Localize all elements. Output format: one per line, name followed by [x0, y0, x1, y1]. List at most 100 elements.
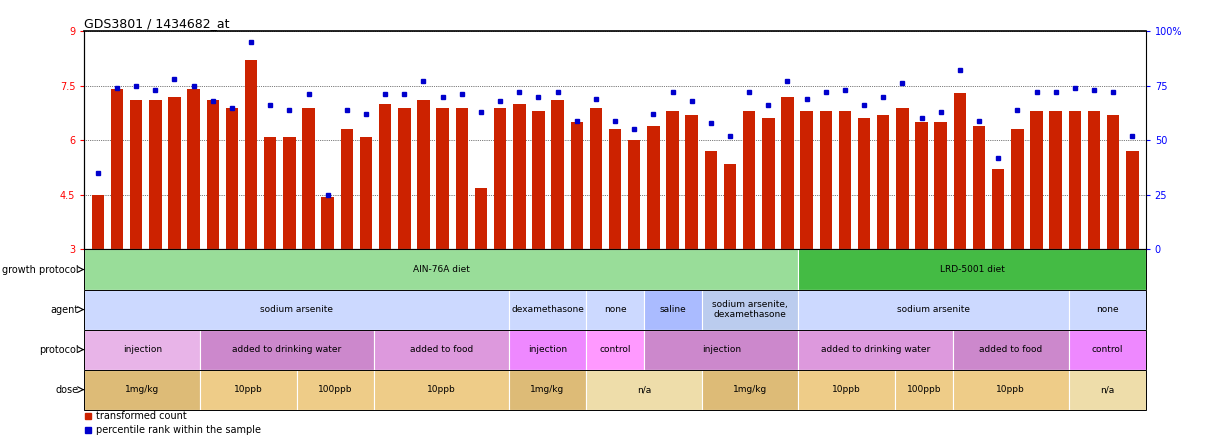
Bar — [798, 250, 1146, 289]
Text: 10ppb: 10ppb — [996, 385, 1025, 394]
Bar — [513, 104, 526, 250]
Bar — [953, 329, 1069, 369]
Bar — [283, 137, 295, 250]
Text: added to food: added to food — [410, 345, 473, 354]
Text: sodium arsenite: sodium arsenite — [260, 305, 333, 314]
Bar — [798, 289, 1069, 329]
Bar — [586, 329, 644, 369]
Bar — [570, 122, 582, 250]
Bar — [374, 329, 509, 369]
Text: 10ppb: 10ppb — [832, 385, 861, 394]
Bar — [838, 111, 851, 250]
Bar — [820, 111, 832, 250]
Text: control: control — [1091, 345, 1123, 354]
Text: 1mg/kg: 1mg/kg — [531, 385, 564, 394]
Text: transformed count: transformed count — [96, 411, 187, 421]
Text: percentile rank within the sample: percentile rank within the sample — [96, 425, 260, 435]
Bar — [509, 369, 586, 410]
Bar — [762, 119, 774, 250]
Bar — [954, 93, 966, 250]
Bar — [322, 197, 334, 250]
Bar — [84, 289, 509, 329]
Bar — [494, 107, 507, 250]
Bar — [743, 111, 755, 250]
Bar — [1030, 111, 1043, 250]
Text: injection: injection — [123, 345, 162, 354]
Text: added to drinking water: added to drinking water — [821, 345, 930, 354]
Bar — [973, 126, 985, 250]
Bar — [226, 107, 238, 250]
Text: 1mg/kg: 1mg/kg — [125, 385, 159, 394]
Bar — [1069, 111, 1081, 250]
Text: control: control — [599, 345, 631, 354]
Bar — [953, 369, 1069, 410]
Text: AIN-76A diet: AIN-76A diet — [412, 265, 470, 274]
Text: growth protocol: growth protocol — [2, 265, 78, 274]
Bar — [84, 329, 200, 369]
Text: injection: injection — [528, 345, 567, 354]
Text: n/a: n/a — [637, 385, 651, 394]
Text: sodium arsenite: sodium arsenite — [897, 305, 970, 314]
Text: dose: dose — [55, 385, 78, 395]
Bar — [1088, 111, 1100, 250]
Bar — [303, 107, 315, 250]
Bar — [200, 329, 374, 369]
Bar — [877, 115, 890, 250]
Bar — [245, 60, 257, 250]
Bar — [895, 369, 953, 410]
Bar — [857, 119, 871, 250]
Bar — [359, 137, 373, 250]
Text: n/a: n/a — [1100, 385, 1114, 394]
Text: added to drinking water: added to drinking water — [233, 345, 341, 354]
Bar — [666, 111, 679, 250]
Text: GDS3801 / 1434682_at: GDS3801 / 1434682_at — [84, 17, 230, 30]
Bar — [685, 115, 698, 250]
Bar — [801, 111, 813, 250]
Text: saline: saline — [660, 305, 686, 314]
Bar — [1069, 289, 1146, 329]
Bar — [586, 369, 702, 410]
Bar — [111, 89, 123, 250]
Bar — [644, 289, 702, 329]
Text: dexamethasone: dexamethasone — [511, 305, 584, 314]
Text: 100ppb: 100ppb — [318, 385, 352, 394]
Text: 10ppb: 10ppb — [427, 385, 456, 394]
Bar — [340, 129, 353, 250]
Bar — [92, 195, 104, 250]
Bar — [935, 122, 947, 250]
Bar — [532, 111, 545, 250]
Text: 100ppb: 100ppb — [907, 385, 941, 394]
Bar — [551, 100, 564, 250]
Text: none: none — [1096, 305, 1118, 314]
Bar — [437, 107, 449, 250]
Bar — [586, 289, 644, 329]
Text: sodium arsenite,
dexamethasone: sodium arsenite, dexamethasone — [713, 300, 788, 319]
Bar — [1069, 369, 1146, 410]
Text: injection: injection — [702, 345, 740, 354]
Bar — [798, 329, 953, 369]
Bar — [509, 329, 586, 369]
Bar — [206, 100, 219, 250]
Bar — [150, 100, 162, 250]
Bar — [1011, 129, 1024, 250]
Bar — [264, 137, 276, 250]
Bar — [187, 89, 200, 250]
Bar — [781, 97, 794, 250]
Bar — [628, 140, 640, 250]
Bar — [704, 151, 718, 250]
Bar — [724, 164, 736, 250]
Bar — [590, 107, 602, 250]
Bar — [200, 369, 297, 410]
Bar — [374, 369, 509, 410]
Bar — [648, 126, 660, 250]
Text: protocol: protocol — [39, 345, 78, 355]
Bar — [993, 170, 1005, 250]
Bar — [609, 129, 621, 250]
Text: none: none — [604, 305, 626, 314]
Bar — [379, 104, 392, 250]
Bar — [84, 250, 798, 289]
Bar — [456, 107, 468, 250]
Bar — [915, 122, 927, 250]
Bar — [168, 97, 181, 250]
Bar — [398, 107, 410, 250]
